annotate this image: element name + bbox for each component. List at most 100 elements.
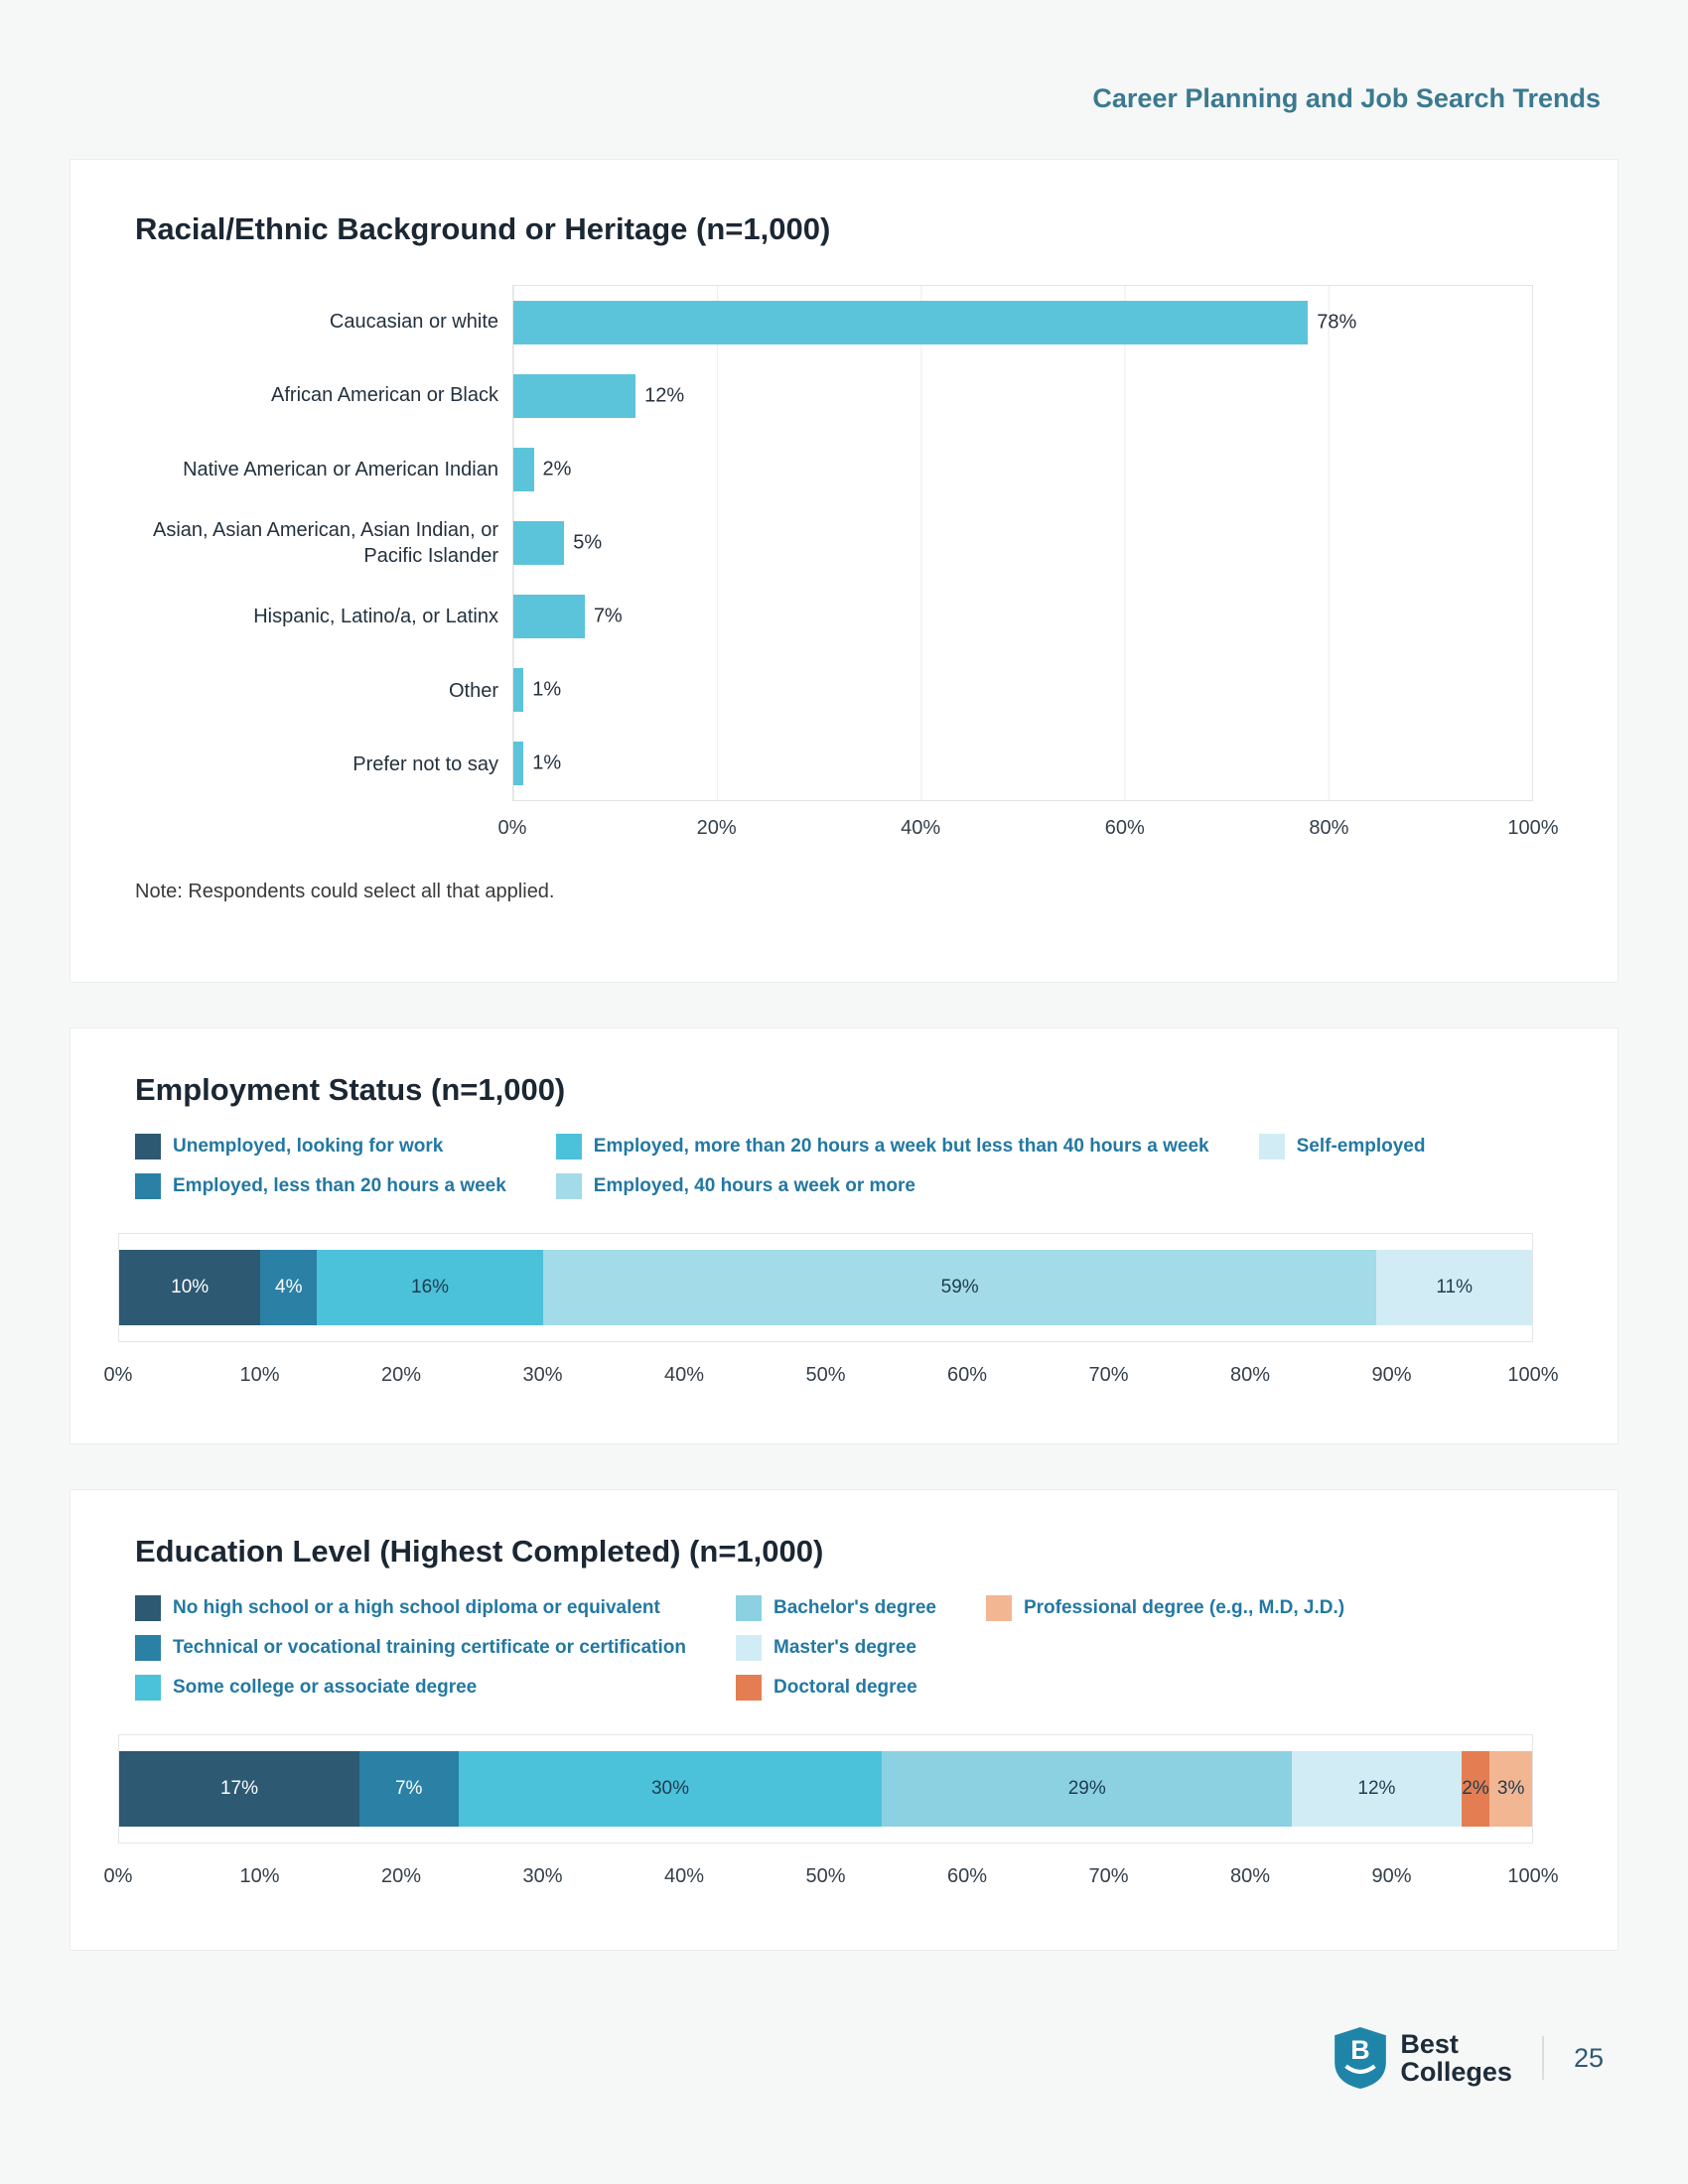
legend-swatch-icon	[135, 1635, 161, 1661]
bar-row: 2%	[513, 433, 1532, 506]
bar-row: 1%	[513, 653, 1532, 727]
axis-tick-label: 20%	[380, 1364, 422, 1386]
bar-row: 7%	[513, 580, 1532, 653]
racial-ethnic-bar-chart: Caucasian or white African American or Bl…	[135, 285, 1533, 801]
bar-row: 1%	[513, 727, 1532, 800]
bar	[513, 668, 524, 712]
axis-tick-label: 90%	[1371, 1865, 1412, 1887]
bar	[513, 374, 636, 418]
stacked-segment: 17%	[119, 1751, 359, 1827]
legend-label: Some college or associate degree	[173, 1677, 478, 1698]
bar-plot-area: 78% 12% 2% 5% 7% 1% 1%	[512, 285, 1533, 801]
legend-swatch-icon	[985, 1595, 1012, 1621]
legend-swatch-icon	[736, 1675, 762, 1701]
bar-row: 78%	[513, 286, 1532, 359]
stacked-segment: 3%	[1489, 1751, 1532, 1827]
bar	[513, 301, 1309, 344]
axis-tick-label: 40%	[663, 1865, 705, 1887]
category-label: Native American or American Indian	[183, 458, 498, 480]
legend-item: No high school or a high school diploma …	[135, 1595, 686, 1621]
axis-tick-label: 0%	[103, 1364, 133, 1386]
legend-item: Unemployed, looking for work	[135, 1134, 506, 1160]
page-number: 25	[1573, 2042, 1604, 2073]
legend-label: Bachelor's degree	[774, 1597, 936, 1618]
bar	[513, 448, 534, 491]
stacked-segment: 2%	[1461, 1751, 1490, 1827]
svg-text:B: B	[1351, 2035, 1370, 2065]
category-label: Hispanic, Latino/a, or Latinx	[253, 606, 498, 628]
legend-label: Employed, more than 20 hours a week but …	[593, 1136, 1209, 1157]
education-legend: No high school or a high school diploma …	[135, 1595, 1533, 1701]
legend-item: Some college or associate degree	[135, 1675, 686, 1701]
racial-ethnic-chart-card: Racial/Ethnic Background or Heritage (n=…	[70, 159, 1618, 983]
axis-tick-label: 40%	[663, 1364, 705, 1386]
legend-item: Doctoral degree	[736, 1675, 936, 1701]
axis-tick-label: 10%	[239, 1364, 280, 1386]
legend-label: Employed, 40 hours a week or more	[593, 1175, 915, 1196]
logo-line-1: Best	[1400, 2028, 1459, 2059]
axis-tick-label: 30%	[522, 1865, 563, 1887]
page-header-title: Career Planning and Job Search Trends	[1092, 83, 1601, 113]
axis-tick-label: 40%	[901, 817, 941, 839]
stacked-segment: 10%	[119, 1250, 261, 1325]
axis-tick-label: 0%	[103, 1865, 133, 1887]
bestcolleges-logo-text: Best Colleges	[1400, 2030, 1512, 2086]
chart-title-education: Education Level (Highest Completed) (n=1…	[135, 1534, 824, 1569]
legend-item: Bachelor's degree	[736, 1595, 936, 1621]
legend-item: Employed, 40 hours a week or more	[555, 1173, 1209, 1199]
x-axis-tick-labels: 0% 20% 40% 60% 80% 100%	[498, 817, 1559, 847]
legend-label: Doctoral degree	[774, 1677, 917, 1698]
bar	[513, 742, 524, 785]
axis-tick-label: 20%	[696, 817, 737, 839]
footer-divider	[1541, 2036, 1544, 2080]
axis-tick-label: 80%	[1229, 1364, 1271, 1386]
axis-tick-label: 70%	[1088, 1364, 1129, 1386]
x-axis: 0% 20% 40% 60% 80% 100%	[135, 817, 1559, 847]
category-label: Other	[448, 679, 498, 702]
employment-status-chart-card: Employment Status (n=1,000) Unemployed, …	[70, 1027, 1618, 1444]
legend-swatch-icon	[135, 1134, 161, 1160]
legend-label: Employed, less than 20 hours a week	[173, 1175, 506, 1196]
chart-title-racial-ethnic: Racial/Ethnic Background or Heritage (n=…	[135, 211, 831, 246]
stacked-segment: 29%	[882, 1751, 1293, 1827]
bestcolleges-logo-icon: B	[1335, 2027, 1387, 2089]
bar-value-label: 1%	[532, 678, 562, 701]
employment-x-axis-tick-labels: 0% 10% 20% 30% 40% 50% 60% 70% 80% 90% 100%	[104, 1364, 1559, 1394]
bar-row: 12%	[513, 359, 1532, 433]
page-footer: B Best Colleges 25	[1335, 2027, 1604, 2089]
bar-value-label: 1%	[532, 751, 562, 774]
logo-line-2: Colleges	[1400, 2057, 1512, 2087]
legend-swatch-icon	[135, 1595, 161, 1621]
legend-item: Technical or vocational training certifi…	[135, 1635, 686, 1661]
legend-label: Master's degree	[774, 1637, 916, 1658]
employment-legend: Unemployed, looking for work Employed, le…	[135, 1134, 1533, 1199]
bar-value-label: 7%	[593, 605, 623, 627]
bar	[513, 595, 585, 638]
stacked-segment: 7%	[358, 1751, 459, 1827]
axis-tick-label: 80%	[1229, 1865, 1271, 1887]
bar-value-label: 5%	[573, 531, 603, 554]
axis-tick-label: 100%	[1507, 1364, 1559, 1386]
axis-tick-label: 100%	[1507, 817, 1559, 839]
bar	[513, 521, 565, 565]
axis-tick-label: 10%	[239, 1865, 280, 1887]
category-label: African American or Black	[271, 384, 498, 407]
education-stacked-plot: 17% 7% 30% 29% 12% 2% 3%	[118, 1734, 1533, 1843]
axis-tick-label: 50%	[805, 1364, 846, 1386]
employment-stacked-plot: 10% 4% 16% 59% 11%	[118, 1233, 1533, 1342]
legend-item: Employed, more than 20 hours a week but …	[555, 1134, 1209, 1160]
legend-label: Unemployed, looking for work	[173, 1136, 444, 1157]
legend-swatch-icon	[135, 1173, 161, 1199]
axis-tick-label: 80%	[1309, 817, 1349, 839]
legend-swatch-icon	[736, 1595, 762, 1621]
axis-tick-label: 60%	[1104, 817, 1145, 839]
legend-swatch-icon	[736, 1635, 762, 1661]
category-label: Asian, Asian American, Asian Indian, or …	[153, 518, 498, 567]
bar-row: 5%	[513, 506, 1532, 580]
stacked-segment: 11%	[1376, 1250, 1532, 1325]
category-labels-column: Caucasian or white African American or Bl…	[135, 285, 512, 801]
chart-note: Note: Respondents could select all that …	[135, 881, 555, 902]
axis-tick-label: 20%	[380, 1865, 422, 1887]
stacked-segment: 16%	[317, 1250, 543, 1325]
axis-tick-label: 90%	[1371, 1364, 1412, 1386]
